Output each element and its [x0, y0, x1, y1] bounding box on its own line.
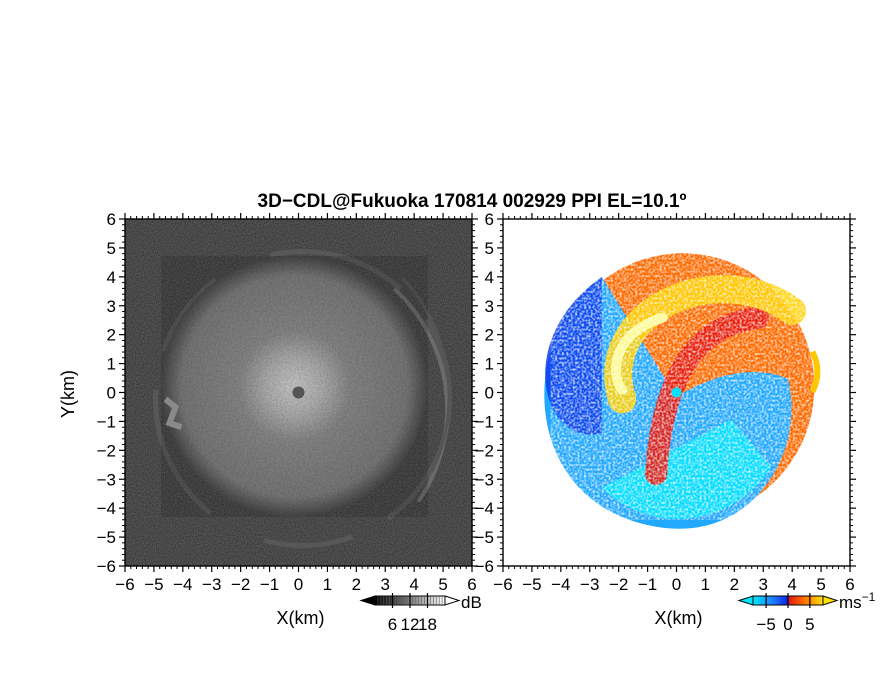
- x-axis-label: X(km): [655, 608, 703, 628]
- reflectivity-field: [125, 219, 472, 566]
- x-tick-label: 5: [438, 575, 447, 594]
- y-tick-label: 2: [485, 326, 494, 345]
- x-tick-label: 6: [467, 575, 476, 594]
- x-tick-label: −3: [202, 575, 221, 594]
- y-tick-label: −6: [475, 557, 494, 576]
- x-tick-label: 4: [787, 575, 796, 594]
- y-tick-label: −2: [475, 441, 494, 460]
- x-tick-label: 1: [323, 575, 332, 594]
- y-tick-label: −5: [475, 528, 494, 547]
- y-tick-label: 1: [485, 355, 494, 374]
- y-tick-label: 4: [485, 268, 494, 287]
- x-tick-label: −1: [638, 575, 657, 594]
- y-tick-label: −1: [475, 412, 494, 431]
- y-tick-label: 2: [107, 326, 116, 345]
- x-tick-label: −2: [609, 575, 628, 594]
- y-tick-label: −3: [97, 470, 116, 489]
- y-tick-label: −6: [97, 557, 116, 576]
- x-tick-label: 5: [816, 575, 825, 594]
- x-tick-label: −6: [493, 575, 512, 594]
- y-tick-label: −3: [475, 470, 494, 489]
- x-tick-label: −5: [144, 575, 163, 594]
- colorbar-over-arrow: [444, 595, 461, 606]
- figure-title: 3D−CDL@Fukuoka 170814 002929 PPI EL=10.1…: [258, 191, 687, 212]
- radar-site-marker: [671, 387, 682, 398]
- radar-site-marker: [292, 386, 305, 399]
- y-tick-label: −4: [475, 499, 494, 518]
- x-tick-label: −4: [173, 575, 192, 594]
- y-tick-label: 5: [485, 239, 494, 258]
- y-tick-label: 0: [107, 384, 116, 403]
- velocity-panel: −6 −5 −4 −3 −2 −1 0 1 2 3 4 5 66543210−1−2−3−4−5−6X(…: [475, 210, 876, 634]
- echo-texture: [161, 256, 428, 517]
- colorbar-unit-base: ms: [839, 593, 862, 612]
- x-tick-label: −3: [580, 575, 599, 594]
- colorbar-unit: dB: [461, 593, 482, 612]
- outer-arc-echo: [392, 287, 450, 503]
- x-tick-label: 4: [409, 575, 418, 594]
- colorbar-tick-label: 6: [388, 615, 397, 634]
- y-tick-label: 6: [107, 210, 116, 229]
- velocity-field: [544, 253, 821, 529]
- y-tick-label: −5: [97, 528, 116, 547]
- colorbar-unit-exponent: −1: [862, 590, 876, 604]
- y-tick-label: −4: [97, 499, 116, 518]
- reflectivity-panel: −6 −5 −4 −3 −2 −1 0 1 2 3 4 5 66543210−1−2−3−4−5−6X(…: [97, 210, 482, 634]
- colorbar-tick-label: 18: [418, 615, 437, 634]
- x-tick-label: −6: [115, 575, 134, 594]
- y-tick-label: 3: [107, 297, 116, 316]
- x-tick-label: 2: [730, 575, 739, 594]
- x-tick-label: 3: [381, 575, 390, 594]
- outer-arc-echo: [401, 277, 451, 473]
- x-tick-label: 0: [672, 575, 681, 594]
- x-axis-label: X(km): [277, 608, 325, 628]
- x-tick-label: 1: [701, 575, 710, 594]
- x-tick-label: −4: [551, 575, 570, 594]
- x-tick-label: −1: [260, 575, 279, 594]
- colorbar-under-arrow: [737, 595, 754, 606]
- y-tick-label: 0: [485, 384, 494, 403]
- x-tick-label: 3: [759, 575, 768, 594]
- colorbar-tick-label: 5: [805, 615, 814, 634]
- colorbar: −5 0 5 ms−1: [737, 590, 876, 634]
- colorbar-tick-label: 12: [401, 615, 420, 634]
- x-tick-label: −2: [231, 575, 250, 594]
- outer-arc-echo: [809, 350, 821, 394]
- y-tick-label: −2: [97, 441, 116, 460]
- x-tick-label: −5: [522, 575, 541, 594]
- y-tick-label: 1: [107, 355, 116, 374]
- colorbar-unit: ms−1: [839, 590, 876, 612]
- x-tick-label: 6: [845, 575, 854, 594]
- y-tick-label: 4: [107, 268, 116, 287]
- y-tick-label: 5: [107, 239, 116, 258]
- colorbar-tick-label: 0: [783, 615, 792, 634]
- colorbar-under-arrow: [359, 595, 376, 606]
- colorbar-unit-base: dB: [461, 593, 482, 612]
- x-tick-label: 2: [352, 575, 361, 594]
- y-axis-label: Y(km): [58, 370, 78, 418]
- colorbar-over-arrow: [822, 595, 839, 606]
- y-tick-label: 3: [485, 297, 494, 316]
- y-tick-label: −1: [97, 412, 116, 431]
- colorbar-tick-label: −5: [756, 615, 775, 634]
- edge-protrusion: [163, 396, 183, 430]
- y-tick-label: 6: [485, 210, 494, 229]
- missing-data-speckle: [550, 253, 815, 520]
- x-tick-label: 0: [294, 575, 303, 594]
